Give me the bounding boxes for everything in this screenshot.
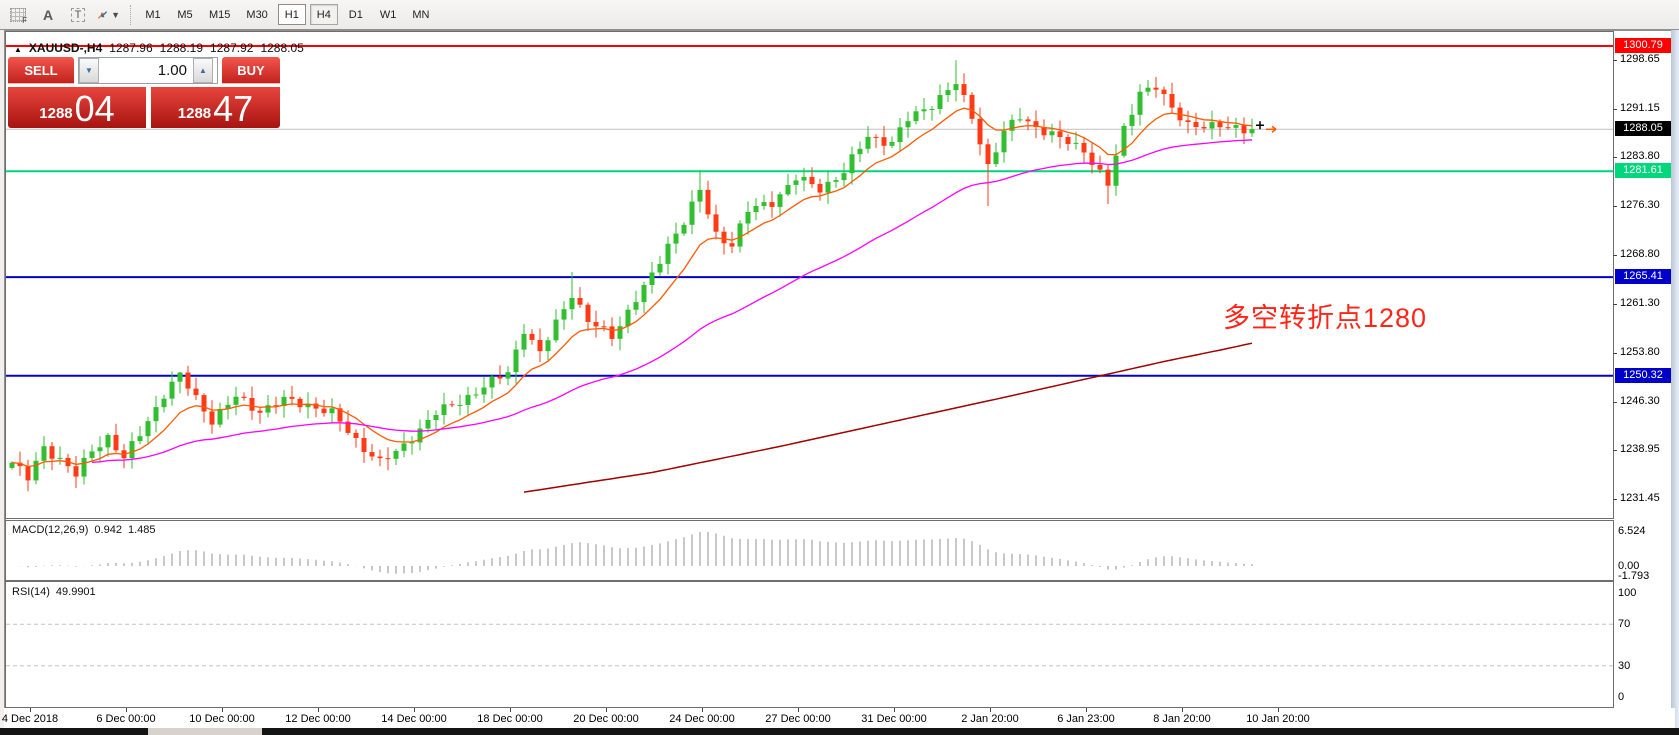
price-tick-label: 1276.30: [1620, 199, 1660, 211]
sell-button[interactable]: SELL: [8, 57, 74, 84]
chart-annotation-text: 多空转折点1280: [1223, 303, 1428, 333]
timeframe-button-h1[interactable]: H1: [277, 4, 306, 25]
toolbar-separator: [130, 4, 131, 25]
price-badge-1250.32: 1250.32: [1615, 368, 1671, 383]
sell-price-tile[interactable]: 1288 04: [8, 87, 146, 128]
price-tick-label: 1261.30: [1620, 297, 1660, 309]
price-badge-1265.41: 1265.41: [1615, 269, 1671, 284]
one-click-trade-panel: SELL ▼ ▲ BUY 1288 04 1288 47: [8, 57, 280, 128]
timeframe-button-m30[interactable]: M30: [246, 8, 268, 21]
price-badge-1288.05: 1288.05: [1615, 121, 1671, 136]
time-axis-label: 18 Dec 00:00: [477, 713, 543, 725]
window-right-edge: [1671, 30, 1679, 728]
volume-input[interactable]: [99, 58, 193, 83]
price-tick-label: 1298.65: [1620, 53, 1660, 65]
volume-increase-button[interactable]: ▲: [193, 58, 213, 83]
time-axis: 4 Dec 2018 6 Dec 00:00 10 Dec 00:00 12 Dec …: [1, 708, 1675, 728]
time-axis-label: 10 Jan 20:00: [1246, 713, 1310, 725]
timeframe-button-d1[interactable]: D1: [348, 8, 363, 21]
buy-price-base: 1288: [177, 105, 212, 122]
text-label-icon[interactable]: A: [42, 6, 54, 23]
timeframe-button-w1[interactable]: W1: [379, 8, 397, 21]
rsi-scale-label: 30: [1618, 660, 1631, 672]
macd-label: MACD(12,26,9) 0.942 1.485: [12, 524, 156, 536]
timeframe-buttons: M1 M5 M15 M30 H1 H4 D1 W1 MN: [137, 4, 437, 25]
price-tick-label: 1231.45: [1620, 492, 1660, 504]
sell-price-base: 1288: [39, 105, 73, 122]
rsi-label: RSI(14) 49.9901: [12, 586, 96, 598]
toolbar: F A T ▼ M1 M5 M15 M30 H1 H4 D1 W1 MN: [0, 0, 1679, 30]
chart-tab[interactable]: [148, 728, 262, 735]
macd-scale-label: 6.524: [1618, 525, 1646, 537]
price-tick-label: 1253.80: [1620, 346, 1660, 358]
time-axis-label: 12 Dec 00:00: [285, 713, 351, 725]
ohlc-open: 1287.96: [109, 41, 153, 55]
chart-title: ▲ XAUUSD-,H4 1287.96 1288.19 1287.92 128…: [14, 41, 304, 55]
time-axis-label: 27 Dec 00:00: [765, 713, 831, 725]
time-axis-label: 14 Dec 00:00: [381, 713, 447, 725]
price-tick-label: 1246.30: [1620, 395, 1660, 407]
time-axis-label: 6 Dec 00:00: [96, 713, 156, 725]
time-axis-label: 6 Jan 23:00: [1057, 713, 1115, 725]
timeframe-button-m5[interactable]: M5: [177, 8, 193, 21]
indicator-grid-icon[interactable]: F: [6, 4, 30, 26]
ohlc-high: 1288.19: [159, 41, 204, 55]
volume-decrease-button[interactable]: ▼: [79, 58, 99, 83]
price-tick-label: 1283.80: [1620, 150, 1660, 162]
rsi-scale-label: 100: [1618, 587, 1637, 599]
arrange-arrows-icon[interactable]: ▼: [96, 4, 120, 26]
buy-price-big: 47: [213, 88, 254, 129]
sell-price-big: 04: [74, 88, 115, 129]
time-axis-label: 10 Dec 00:00: [189, 713, 255, 725]
dropdown-caret-icon[interactable]: ▼: [111, 9, 120, 20]
ohlc-close: 1288.05: [260, 41, 304, 55]
price-badge-1281.61: 1281.61: [1615, 163, 1671, 178]
timeframe-button-mn[interactable]: MN: [412, 8, 430, 21]
buy-button[interactable]: BUY: [222, 57, 280, 84]
timeframe-button-m1[interactable]: M1: [145, 8, 161, 21]
time-axis-label: 24 Dec 00:00: [669, 713, 735, 725]
time-axis-label: 31 Dec 00:00: [861, 713, 927, 725]
price-badge-1300.79: 1300.79: [1615, 38, 1671, 53]
ohlc-low: 1287.92: [210, 41, 254, 55]
macd-scale-label: -1.793: [1618, 570, 1650, 582]
time-axis-label: 8 Jan 20:00: [1153, 713, 1211, 725]
collapse-arrow-icon[interactable]: ▲: [14, 45, 22, 54]
time-axis-label: 4 Dec 2018: [1, 713, 59, 725]
timeframe-button-h4[interactable]: H4: [309, 4, 338, 25]
price-tick-label: 1268.80: [1620, 248, 1660, 260]
rsi-scale-label: 70: [1618, 618, 1631, 630]
volume-spinner: ▼ ▲: [78, 57, 218, 84]
chart-window[interactable]: [4, 30, 1679, 728]
rsi-scale-label: 0: [1618, 691, 1625, 703]
macd-scale-label: 0.00: [1618, 560, 1640, 572]
price-tick-label: 1291.15: [1620, 102, 1660, 114]
time-axis-label: 20 Dec 00:00: [573, 713, 639, 725]
text-box-icon[interactable]: T: [66, 4, 90, 26]
price-tick-label: 1238.95: [1620, 443, 1660, 455]
time-axis-label: 2 Jan 20:00: [961, 713, 1019, 725]
timeframe-button-m15[interactable]: M15: [209, 8, 231, 21]
buy-price-tile[interactable]: 1288 47: [151, 87, 280, 128]
window-bottom-edge: [0, 728, 1679, 735]
symbol-title: XAUUSD-,H4: [28, 41, 103, 55]
